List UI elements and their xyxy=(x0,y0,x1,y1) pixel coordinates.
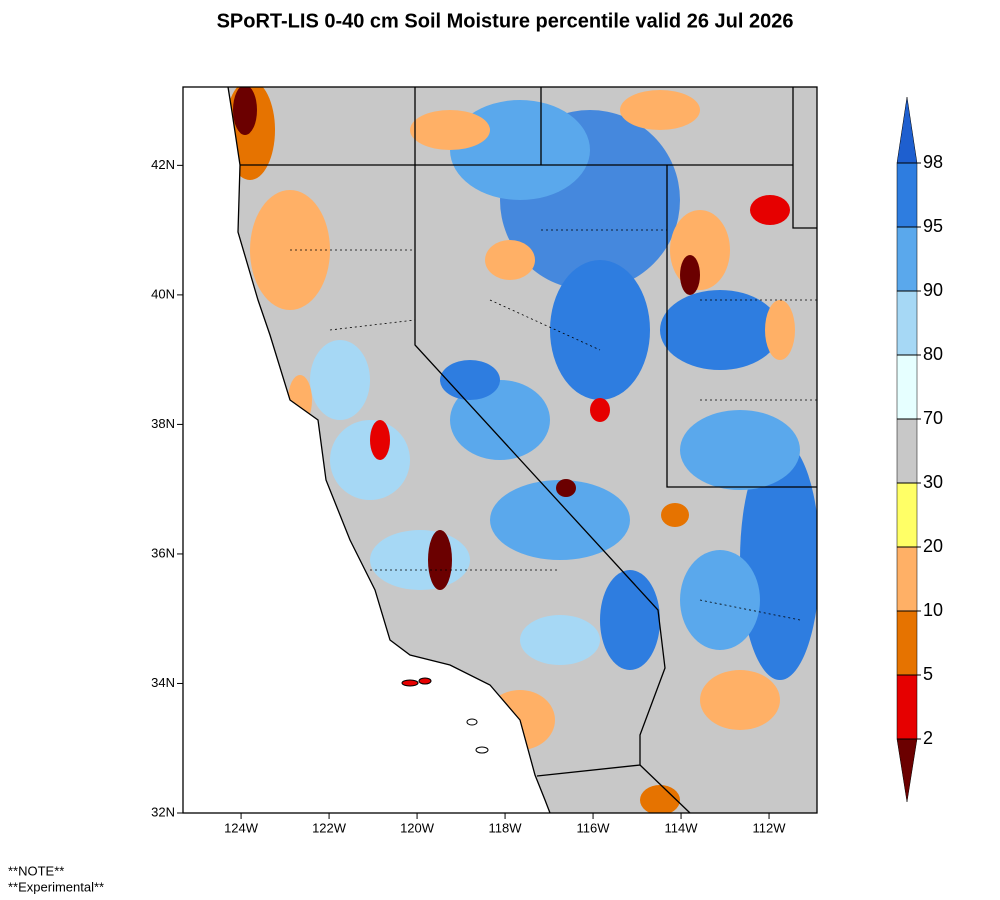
note: **Experimental** xyxy=(8,879,104,894)
colorbar-segment xyxy=(896,418,918,484)
colorbar-label: 70 xyxy=(923,408,943,428)
colorbar-segment xyxy=(896,226,918,292)
y-tick-label: 40N xyxy=(151,286,175,301)
colorbar-segment xyxy=(896,674,918,740)
colorbar-label: 10 xyxy=(923,600,943,620)
y-tick-label: 38N xyxy=(151,416,175,431)
note: **NOTE** xyxy=(8,863,64,878)
x-tick-label: 124W xyxy=(224,820,259,835)
x-tick-label: 114W xyxy=(665,820,699,835)
x-tick-label: 112W xyxy=(753,820,787,835)
y-tick-label: 36N xyxy=(151,545,175,560)
y-tick-label: 42N xyxy=(151,157,175,172)
x-tick-label: 122W xyxy=(312,820,347,835)
colorbar-segment xyxy=(896,738,918,803)
y-tick-label: 32N xyxy=(151,804,175,819)
map-title: SPoRT-LIS 0-40 cm Soil Moisture percenti… xyxy=(217,10,794,32)
colorbar-label: 2 xyxy=(923,728,933,748)
map-frame xyxy=(182,86,818,814)
colorbar-label: 80 xyxy=(923,344,943,364)
colorbar-segment xyxy=(896,546,918,612)
colorbar-segment xyxy=(896,96,918,164)
colorbar-label: 95 xyxy=(923,216,943,236)
colorbar-segment xyxy=(896,290,918,356)
islands xyxy=(401,677,489,754)
colorbar-label: 98 xyxy=(923,152,943,172)
x-tick-label: 118W xyxy=(489,820,523,835)
x-tick-label: 116W xyxy=(577,820,611,835)
colorbar-segment xyxy=(896,610,918,676)
state-borders xyxy=(227,86,817,814)
map-field xyxy=(228,87,817,813)
x-tick-label: 120W xyxy=(400,820,435,835)
colorbar-label: 20 xyxy=(923,536,943,556)
colorbar-segment xyxy=(896,482,918,548)
colorbar-label: 5 xyxy=(923,664,933,684)
colorbar-label: 30 xyxy=(923,472,943,492)
y-tick-label: 34N xyxy=(151,675,175,690)
colorbar-segment xyxy=(896,354,918,420)
colorbar-label: 90 xyxy=(923,280,943,300)
colorbar-segment xyxy=(896,162,918,228)
